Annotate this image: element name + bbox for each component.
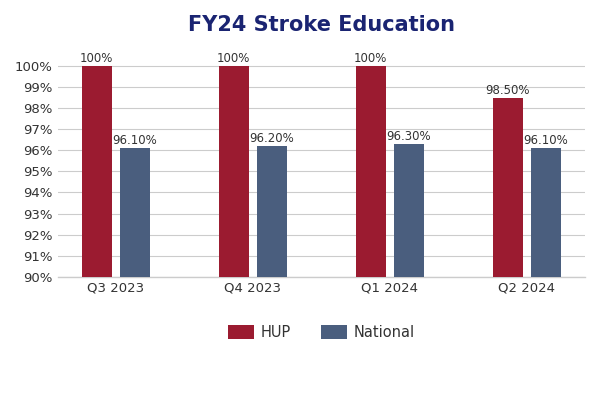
Bar <box>356 66 386 400</box>
Text: 96.20%: 96.20% <box>250 132 295 145</box>
Text: 96.10%: 96.10% <box>524 134 568 147</box>
Legend: HUP, National: HUP, National <box>222 319 421 346</box>
Bar <box>531 148 561 400</box>
Bar <box>82 66 112 400</box>
Bar <box>218 66 249 400</box>
Text: 96.30%: 96.30% <box>387 130 431 143</box>
Bar <box>394 144 424 400</box>
Bar <box>257 146 287 400</box>
Bar <box>493 98 523 400</box>
Bar <box>120 148 150 400</box>
Text: 100%: 100% <box>217 52 250 65</box>
Text: 98.50%: 98.50% <box>485 84 530 96</box>
Text: 96.10%: 96.10% <box>113 134 157 147</box>
Title: FY24 Stroke Education: FY24 Stroke Education <box>188 15 455 35</box>
Text: 100%: 100% <box>354 52 388 65</box>
Text: 100%: 100% <box>80 52 113 65</box>
